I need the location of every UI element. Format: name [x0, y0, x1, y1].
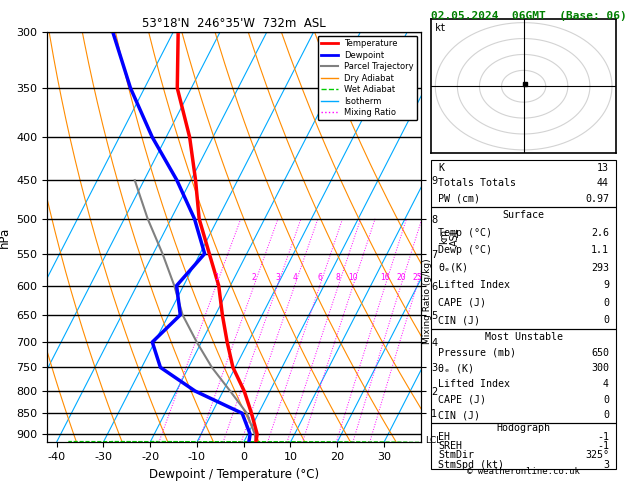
Text: StmSpd (kt): StmSpd (kt) [438, 460, 504, 469]
Text: 4: 4 [292, 273, 297, 282]
X-axis label: Dewpoint / Temperature (°C): Dewpoint / Temperature (°C) [149, 468, 320, 481]
Text: EH: EH [438, 432, 450, 442]
Text: SREH: SREH [438, 441, 462, 451]
Text: 3: 3 [275, 273, 280, 282]
Text: 3: 3 [603, 460, 609, 469]
Text: 650: 650 [591, 347, 609, 358]
Legend: Temperature, Dewpoint, Parcel Trajectory, Dry Adiabat, Wet Adiabat, Isotherm, Mi: Temperature, Dewpoint, Parcel Trajectory… [318, 36, 417, 121]
Text: CIN (J): CIN (J) [438, 315, 481, 325]
Text: CIN (J): CIN (J) [438, 410, 481, 420]
Text: 325°: 325° [585, 451, 609, 460]
Text: 2.6: 2.6 [591, 228, 609, 238]
Text: PW (cm): PW (cm) [438, 194, 481, 204]
Text: LCL: LCL [426, 436, 442, 445]
Text: 6: 6 [318, 273, 322, 282]
Text: 1: 1 [214, 273, 218, 282]
Text: 0: 0 [603, 395, 609, 404]
Text: CAPE (J): CAPE (J) [438, 298, 486, 308]
Text: 300: 300 [591, 363, 609, 373]
Text: 4: 4 [603, 379, 609, 389]
Text: -1: -1 [597, 441, 609, 451]
Bar [431, 160, 616, 207]
Y-axis label: hPa: hPa [0, 226, 11, 247]
Y-axis label: km
ASL: km ASL [439, 228, 460, 246]
Text: 0: 0 [603, 410, 609, 420]
Text: 0: 0 [603, 298, 609, 308]
Text: K: K [438, 163, 444, 173]
Text: Surface: Surface [503, 210, 545, 220]
Text: 2: 2 [252, 273, 257, 282]
Text: 8: 8 [336, 273, 341, 282]
Text: CAPE (J): CAPE (J) [438, 395, 486, 404]
Text: θₑ(K): θₑ(K) [438, 263, 468, 273]
Text: Temp (°C): Temp (°C) [438, 228, 493, 238]
Text: Lifted Index: Lifted Index [438, 379, 510, 389]
Text: 13: 13 [597, 163, 609, 173]
Text: Hodograph: Hodograph [497, 423, 550, 433]
Text: 02.05.2024  06GMT  (Base: 06): 02.05.2024 06GMT (Base: 06) [431, 11, 626, 21]
Text: © weatheronline.co.uk: © weatheronline.co.uk [467, 467, 580, 475]
Text: Totals Totals: Totals Totals [438, 178, 516, 189]
Text: 44: 44 [597, 178, 609, 189]
Text: 25: 25 [412, 273, 421, 282]
Text: 9: 9 [603, 280, 609, 290]
Text: Lifted Index: Lifted Index [438, 280, 510, 290]
Bar [431, 329, 616, 423]
Text: Dewp (°C): Dewp (°C) [438, 245, 493, 255]
Bar [431, 423, 616, 469]
Text: 0.97: 0.97 [585, 194, 609, 204]
Title: 53°18'N  246°35'W  732m  ASL: 53°18'N 246°35'W 732m ASL [142, 17, 326, 31]
Text: θₑ (K): θₑ (K) [438, 363, 474, 373]
Text: 293: 293 [591, 263, 609, 273]
Bar [431, 207, 616, 329]
Text: Most Unstable: Most Unstable [484, 332, 563, 342]
Text: Pressure (mb): Pressure (mb) [438, 347, 516, 358]
Text: 1.1: 1.1 [591, 245, 609, 255]
Text: 10: 10 [348, 273, 358, 282]
Text: -1: -1 [597, 432, 609, 442]
Text: kt: kt [435, 23, 447, 34]
Text: 16: 16 [381, 273, 390, 282]
Text: 0: 0 [603, 315, 609, 325]
Text: Mixing Ratio (g/kg): Mixing Ratio (g/kg) [423, 259, 431, 344]
Text: 20: 20 [396, 273, 406, 282]
Text: StmDir: StmDir [438, 451, 474, 460]
